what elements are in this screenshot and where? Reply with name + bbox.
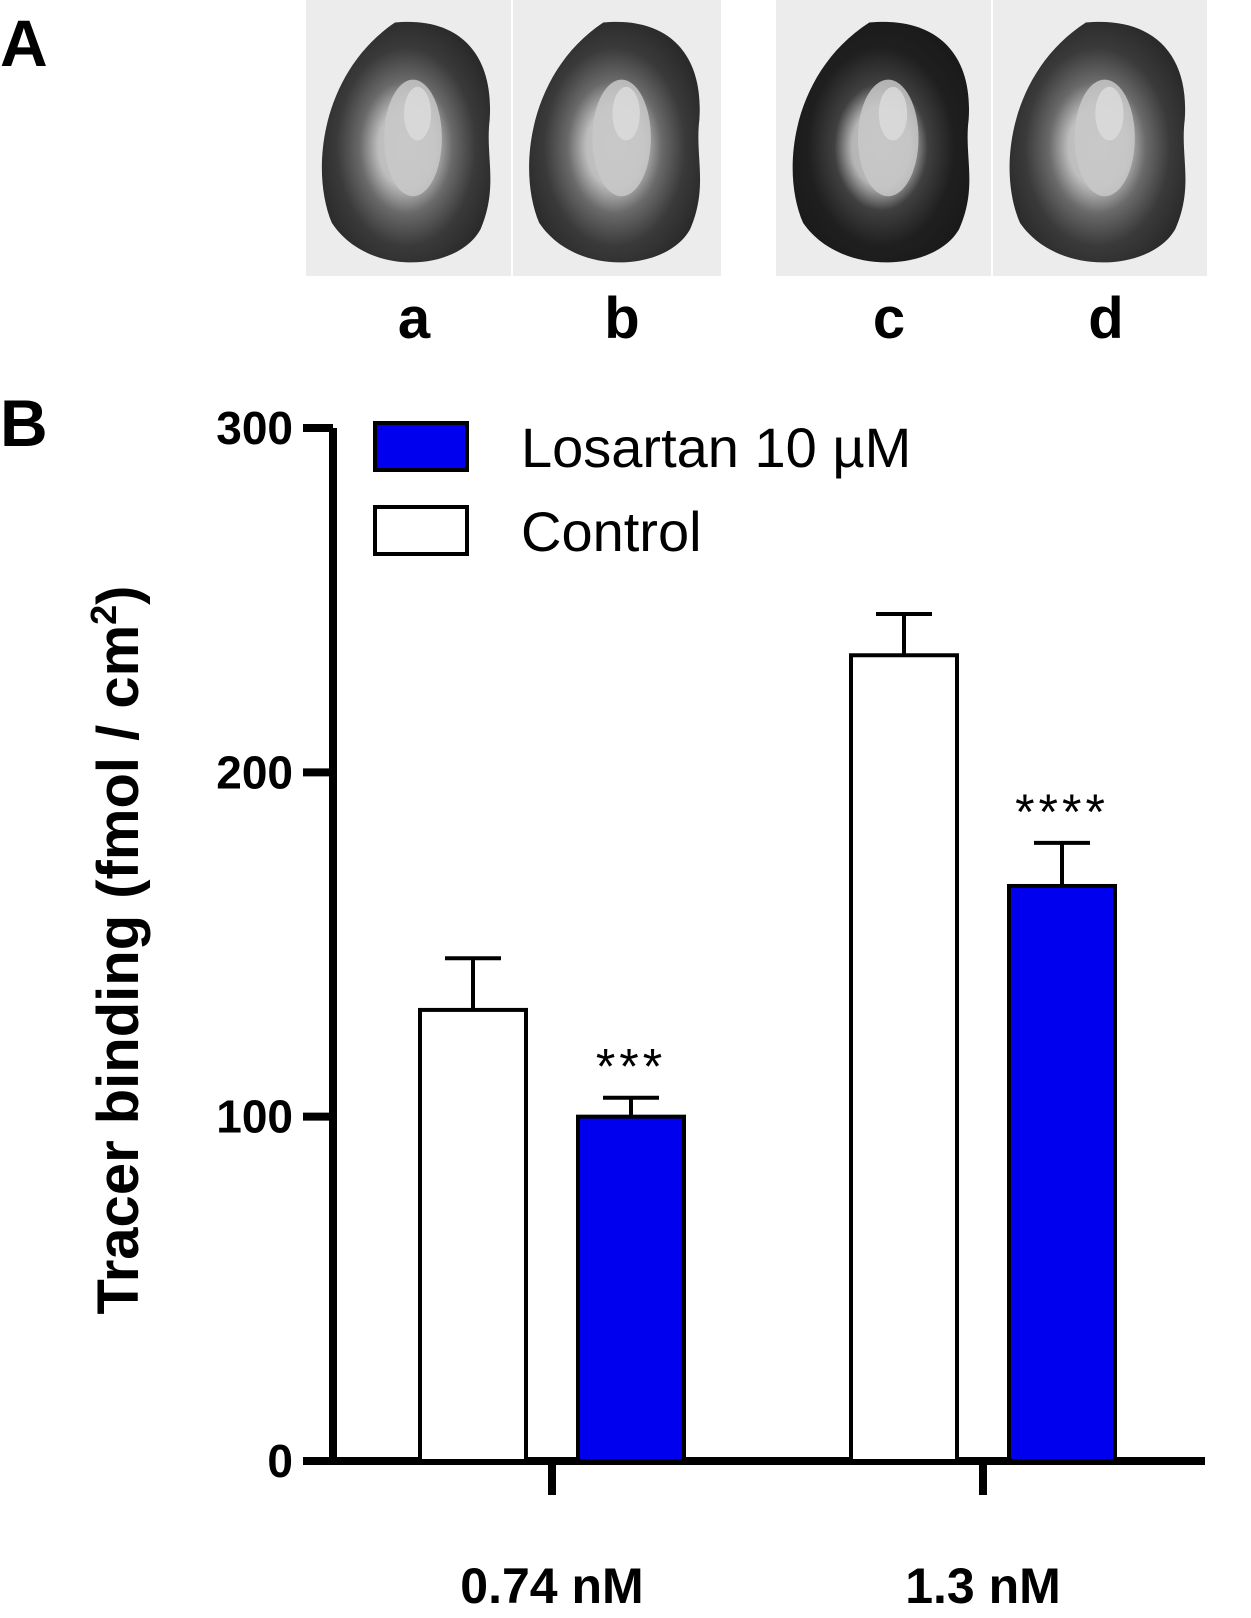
significance-annotations: ******* [596,784,1109,1095]
y-axis-title-superscript: 2 [83,605,124,625]
bar-losartan-0 [576,1114,686,1463]
significance-label-0: *** [596,1039,666,1095]
x-tick-label-0: 0.74 nM [460,1558,643,1614]
kidney-image-3 [776,0,991,276]
x-tick-label-1: 1.3 nM [905,1558,1061,1614]
bars [418,611,1117,1463]
y-ticks: 0 100 200 300 [216,402,333,1487]
x-ticks: 0.74 nM 1.3 nM [460,1461,1061,1614]
panel-a-letter: A [0,6,48,80]
kidney-image-label-1: a [398,286,431,351]
kidney-image-4 [993,0,1207,276]
kidney-image-label-4: d [1088,286,1123,351]
y-axis-title-close: ) [86,585,151,604]
kidney-image-label-3: c [873,286,905,351]
kidney-image-2 [513,0,721,276]
legend-swatch-1 [373,505,469,556]
bar-control-0 [418,1007,528,1463]
panel-b-letter: B [0,386,48,460]
bar-control-1 [849,653,959,1463]
bar-losartan-1 [1007,883,1117,1463]
y-tick-label-3: 300 [216,402,293,454]
legend-label-1: Control [521,500,702,563]
legend-label-0: Losartan 10 µM [521,416,911,479]
legend-swatch-0 [373,421,469,472]
y-tick-label-1: 100 [216,1091,293,1143]
y-tick-label-2: 200 [216,746,293,798]
y-axis-title: Tracer binding (fmol / cm2) [83,585,151,1314]
kidney-image-1 [306,0,511,276]
legend: Losartan 10 µM Control [373,416,911,563]
y-tick-label-0: 0 [267,1435,293,1487]
kidney-image-label-2: b [604,286,639,351]
significance-label-1: **** [1015,784,1109,840]
kidney-image-strip: a b c d [306,0,1207,351]
